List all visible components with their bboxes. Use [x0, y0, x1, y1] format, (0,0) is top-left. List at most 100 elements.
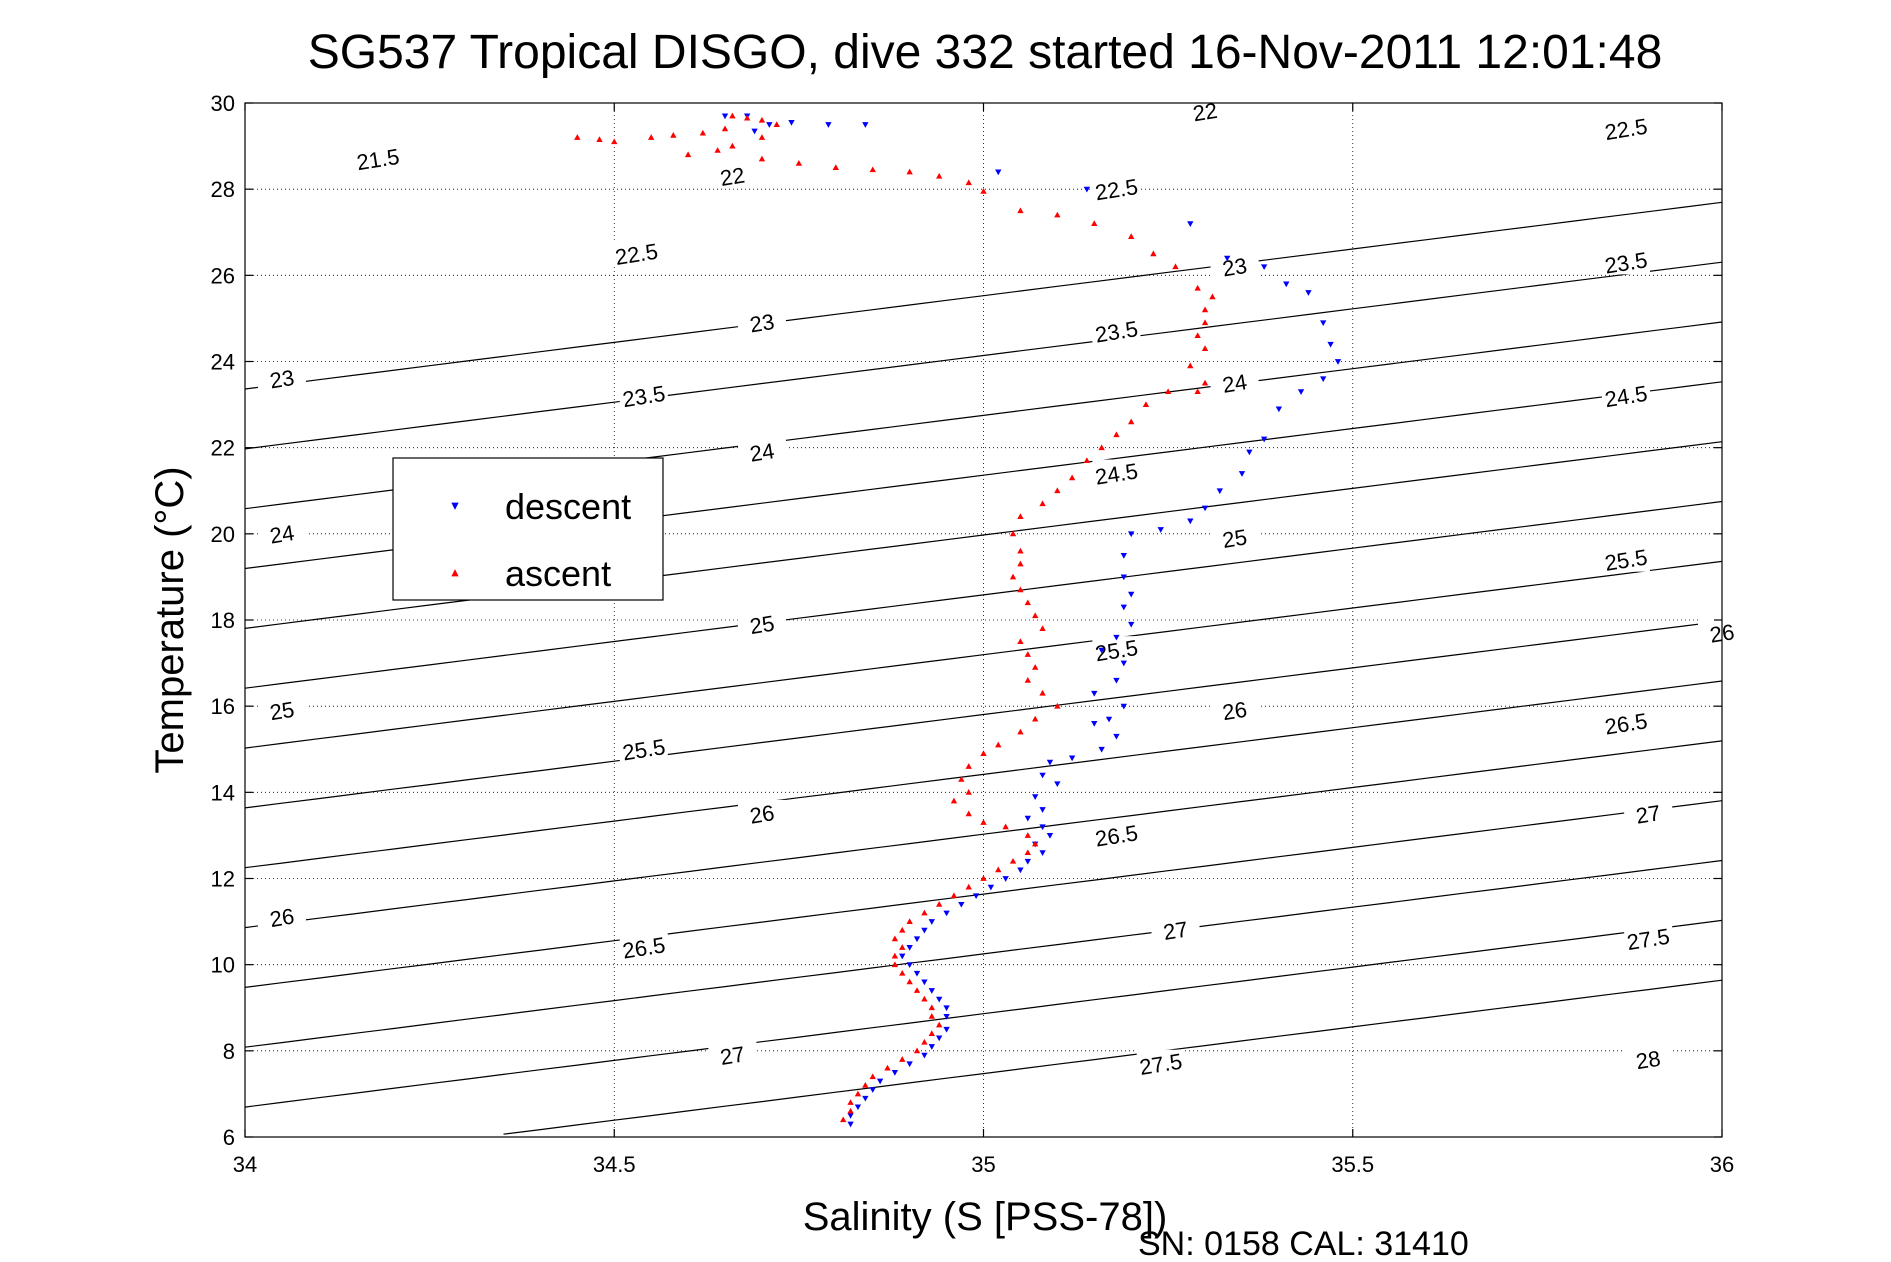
- ascent-point: [647, 134, 655, 140]
- legend: descent ascent: [392, 457, 664, 601]
- descent-point: [1238, 471, 1246, 477]
- descent-point: [928, 1044, 935, 1050]
- series-descent: [721, 113, 1342, 1128]
- contour-label: 24: [748, 438, 776, 467]
- ascent-point: [1017, 513, 1024, 519]
- x-tick-label: 35: [971, 1152, 995, 1177]
- descent-point: [1039, 772, 1046, 779]
- contour-label-bg: [737, 610, 786, 637]
- ascent-point: [899, 969, 906, 976]
- descent-point: [1113, 677, 1120, 684]
- contour-label: 23: [1221, 253, 1249, 282]
- ascent-point: [950, 892, 958, 899]
- descent-point: [1098, 647, 1105, 654]
- descent-point: [921, 927, 928, 934]
- y-axis-label: Temperature (°C): [148, 466, 192, 773]
- descent-point: [1083, 186, 1091, 193]
- contour-label: 23: [268, 365, 296, 394]
- ascent-point: [921, 1038, 928, 1045]
- legend-marker-ascent: [451, 569, 459, 577]
- ascent-point: [869, 1073, 876, 1080]
- ascent-point: [1017, 728, 1024, 735]
- descent-point: [1113, 634, 1120, 641]
- ascent-point: [1150, 250, 1157, 257]
- contour-label-bg: [1136, 1049, 1185, 1076]
- descent-point: [1320, 376, 1327, 383]
- contour-label-bg: [1601, 381, 1650, 408]
- contour-label: 25: [268, 697, 296, 726]
- ascent-point: [744, 114, 751, 121]
- x-tick-label: 34.5: [593, 1152, 636, 1177]
- ascent-point: [1039, 689, 1046, 696]
- ascent-point: [1187, 362, 1194, 369]
- ascent-point: [965, 763, 972, 769]
- descent-point: [943, 1026, 950, 1033]
- ascent-point: [1032, 664, 1039, 670]
- descent-point: [1187, 518, 1194, 525]
- ascent-point: [611, 138, 618, 145]
- x-axis-label: Salinity (S [PSS-78]): [803, 1195, 1168, 1239]
- y-tick-label: 6: [223, 1125, 235, 1150]
- isopycnal-line-25: [244, 620, 1723, 809]
- descent-point: [862, 122, 869, 128]
- contour-label: 23: [748, 309, 776, 338]
- descent-point: [751, 128, 758, 135]
- ascent-point: [1068, 474, 1076, 481]
- descent-point: [876, 1078, 884, 1085]
- ascent-point: [1128, 418, 1135, 425]
- ascent-point: [891, 952, 899, 959]
- descent-point: [1120, 552, 1127, 559]
- contour-label-bg: [619, 933, 668, 960]
- data-series: [574, 112, 1342, 1128]
- ascent-point: [1039, 500, 1046, 507]
- ascent-point: [1142, 401, 1150, 407]
- ascent-point: [965, 789, 972, 795]
- descent-point: [1120, 660, 1127, 667]
- ascent-point: [936, 172, 943, 179]
- ascent-point: [832, 164, 839, 171]
- ascent-point: [1017, 547, 1024, 554]
- descent-point: [1098, 746, 1105, 753]
- ascent-point: [1054, 702, 1061, 709]
- descent-point: [972, 893, 980, 900]
- descent-point: [899, 953, 906, 960]
- contour-label: 24: [268, 520, 296, 549]
- ascent-point: [884, 1064, 891, 1071]
- descent-point: [921, 1052, 928, 1059]
- y-tick-label: 18: [211, 608, 235, 633]
- ascent-point: [965, 883, 972, 890]
- y-tick-label: 26: [211, 263, 235, 288]
- descent-point: [928, 988, 935, 994]
- ascent-point: [899, 1056, 906, 1062]
- ascent-point: [1113, 431, 1120, 438]
- y-tick-label: 12: [211, 867, 235, 892]
- contour-label-bg: [1601, 114, 1650, 141]
- descent-point: [936, 1035, 943, 1042]
- ascent-point: [906, 918, 913, 924]
- contour-label-bg: [257, 696, 306, 723]
- ascent-point: [670, 131, 677, 138]
- descent-point: [928, 919, 935, 925]
- isopycnal-line-24.5: [244, 560, 1723, 749]
- contour-label-bg: [708, 162, 757, 189]
- y-tick-label: 14: [211, 780, 235, 805]
- ascent-point: [1054, 211, 1061, 218]
- descent-point: [1091, 721, 1098, 727]
- ascent-point: [936, 901, 943, 907]
- ascent-point: [574, 134, 581, 140]
- contour-label-bg: [619, 735, 668, 762]
- ascent-point: [913, 987, 921, 993]
- descent-point: [906, 945, 913, 951]
- x-tick-label: 34: [233, 1152, 257, 1177]
- contour-label-bg: [1151, 916, 1200, 943]
- descent-point: [943, 1005, 950, 1012]
- ascent-point: [758, 134, 766, 140]
- contour-label-bg: [1210, 252, 1259, 279]
- y-tick-label: 16: [211, 694, 235, 719]
- descent-point: [1032, 794, 1039, 800]
- ascent-point: [847, 1107, 854, 1114]
- descent-point: [891, 1069, 899, 1076]
- ascent-point: [1201, 379, 1209, 386]
